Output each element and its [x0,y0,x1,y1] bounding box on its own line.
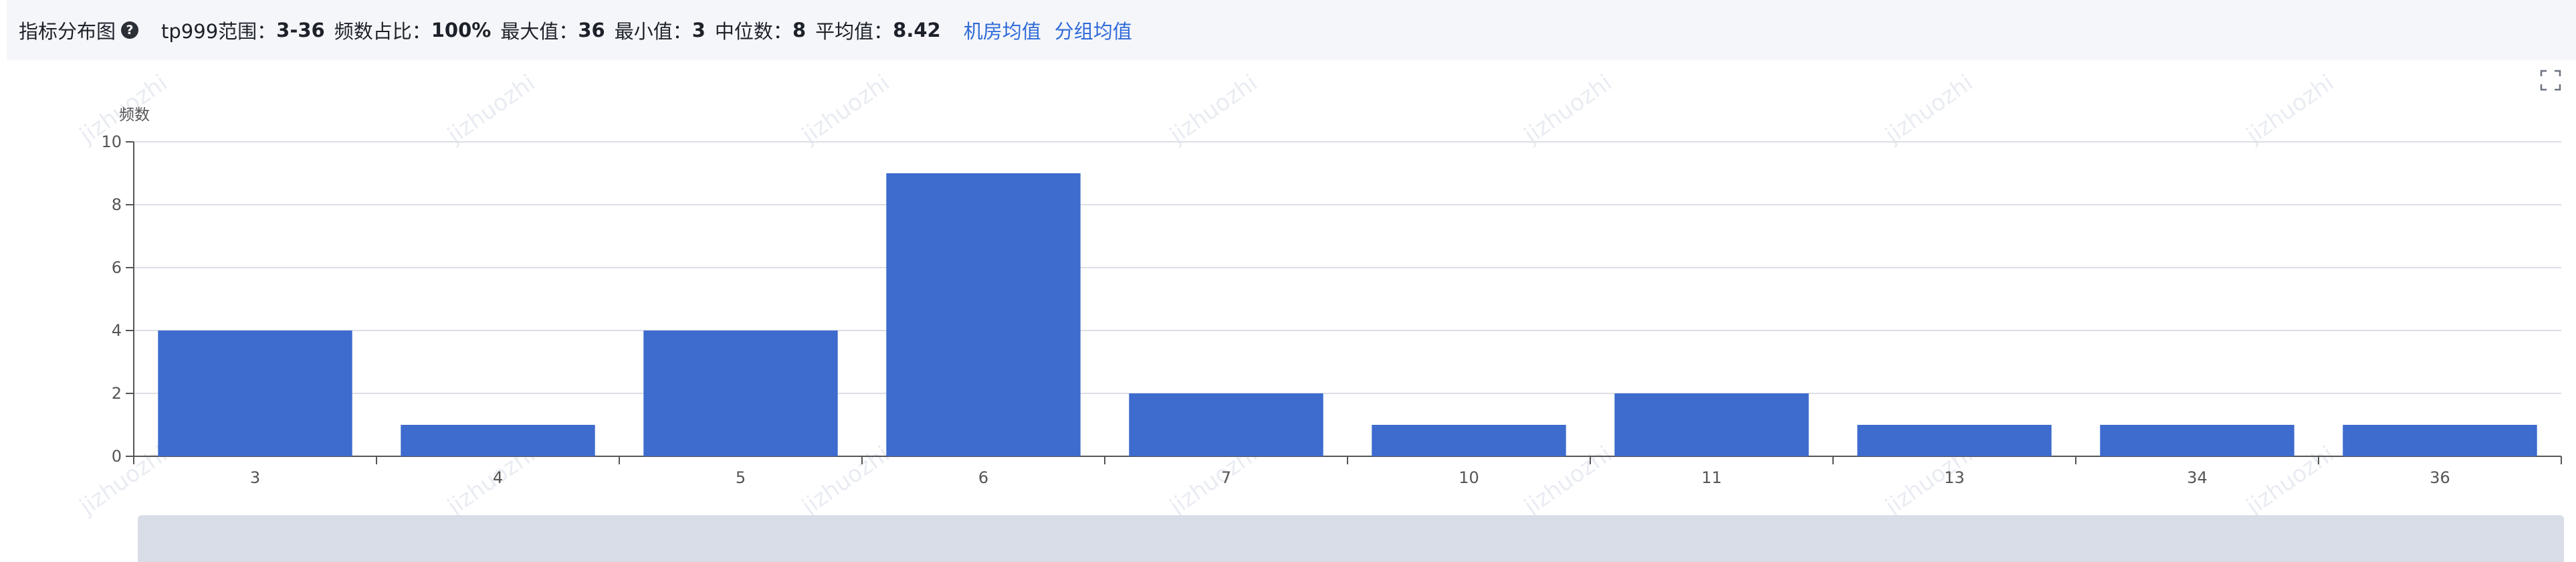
watermark-text: jizhuozhi [1164,70,1262,149]
stat-median-value: 8 [792,19,807,41]
stat-min-value: 3 [691,19,706,41]
y-tick-label: 8 [112,195,122,214]
bar-10[interactable] [1372,425,1566,456]
y-tick-label: 0 [112,447,122,466]
fullscreen-expand-icon[interactable] [2539,68,2563,92]
bar-36[interactable] [2343,425,2537,456]
x-tick-label: 11 [1701,468,1722,487]
data-zoom-slider[interactable] [138,515,2564,562]
bar-13[interactable] [1857,425,2052,456]
y-axis-label: 频数 [119,106,150,124]
x-tick-label: 13 [1944,468,1965,487]
y-tick-label: 2 [112,384,122,403]
bar-4[interactable] [401,425,595,456]
watermark-text: jizhuozhi [1519,70,1616,149]
stat-ratio-value: 100% [431,19,492,41]
watermark-text: jizhuozhi [2241,70,2339,149]
bar-6[interactable] [886,173,1081,456]
stat-mean-value: 8.42 [893,19,941,41]
bar-34[interactable] [2100,425,2294,456]
watermark-text: jizhuozhi [442,70,540,149]
grid-lines [134,141,2561,394]
x-tick-label: 7 [1221,468,1231,487]
bars [158,173,2537,456]
x-tick-label: 10 [1459,468,1479,487]
y-tick-label: 6 [112,258,122,277]
y-tick-label: 4 [112,321,122,340]
x-tick-label: 3 [250,468,260,487]
stat-range-label: tp999范围： [161,20,277,43]
y-tick-label: 10 [101,132,122,151]
question-circle-icon[interactable]: ? [121,21,139,39]
watermark-text: jizhuozhi [796,70,894,149]
stat-min-label: 最小值： [614,20,692,43]
x-tick-label: 6 [978,468,988,487]
chart-header: 指标分布图 ? tp999范围： 3-36 频数占比： 100% 最大值： 36… [7,0,2576,60]
stat-max-value: 36 [578,19,605,41]
bar-5[interactable] [643,331,838,456]
x-tick-label: 36 [2430,468,2450,487]
x-tick-label: 4 [493,468,503,487]
chart-title: 指标分布图 [19,20,116,43]
bar-7[interactable] [1129,393,1323,456]
group-average-link[interactable]: 分组均值 [1054,20,1132,43]
bar-11[interactable] [1614,393,1809,456]
x-tick-label: 5 [736,468,746,487]
bar-3[interactable] [158,331,352,456]
watermark-text: jizhuozhi [74,441,172,521]
y-axis: 0 2 4 6 8 10 [101,132,134,466]
stat-median-label: 中位数： [714,20,792,43]
room-average-link[interactable]: 机房均值 [963,20,1041,43]
x-tick-label: 34 [2187,468,2208,487]
stat-mean-label: 平均值： [815,20,893,43]
stat-ratio-label: 频数占比： [334,20,431,43]
stat-max-label: 最大值： [500,20,578,43]
stat-range-value: 3-36 [276,19,325,41]
watermark-text: jizhuozhi [1880,70,1977,149]
